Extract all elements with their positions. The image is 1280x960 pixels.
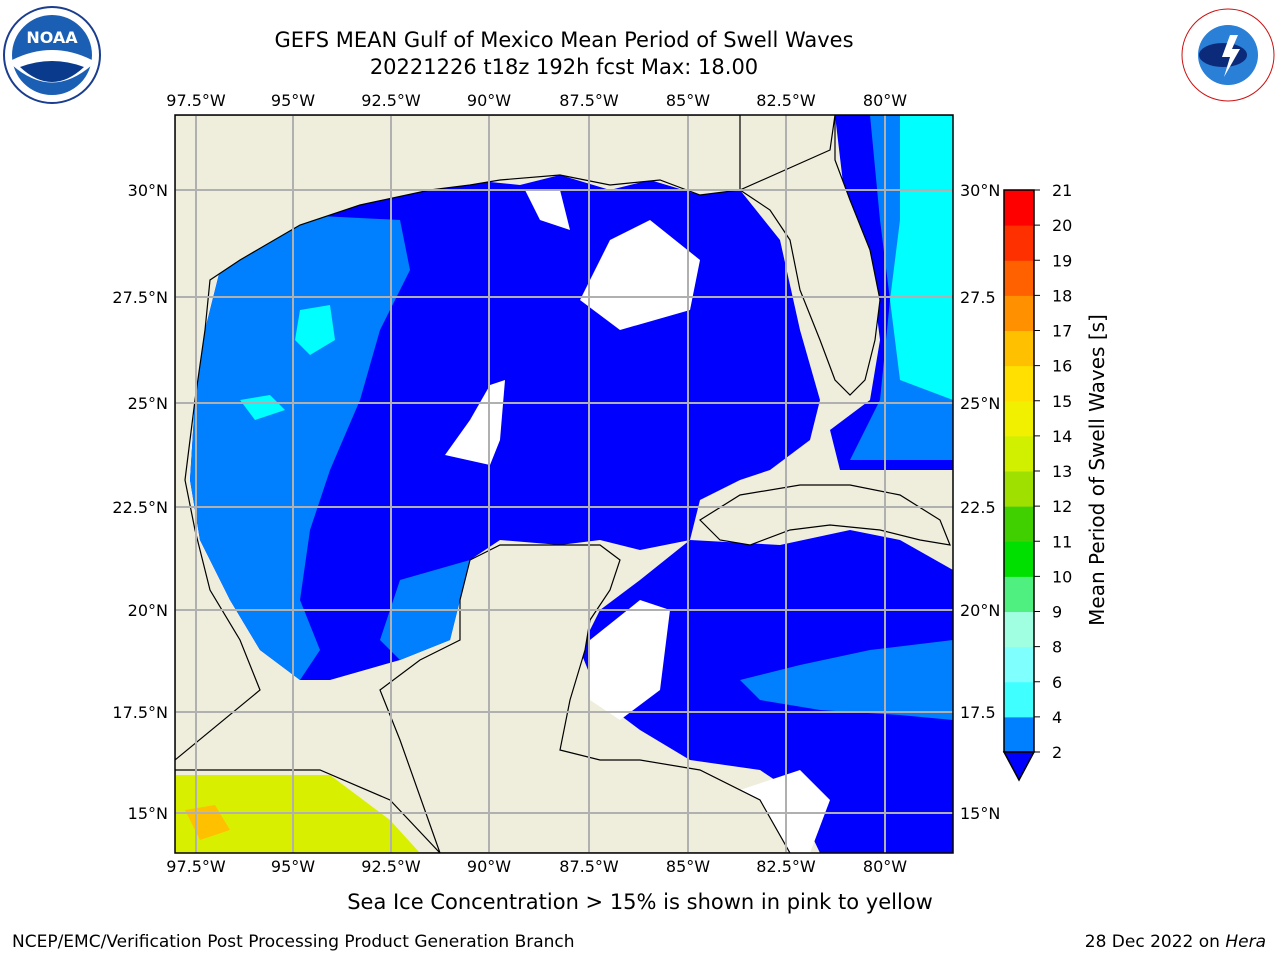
- colorbar-segment: [1004, 225, 1034, 261]
- lon-label: 97.5°W: [166, 91, 226, 110]
- colorbar-extend-arrow: [1002, 751, 1036, 782]
- missing-data: [590, 600, 670, 720]
- colorbar-tick-label: 9: [1052, 603, 1062, 622]
- mexico-west-land: [175, 115, 741, 761]
- cuba-land: [699, 484, 951, 546]
- lat-label: 27.5°N: [112, 288, 168, 307]
- map-panel: [175, 115, 953, 853]
- sea-ice-note: Sea Ice Concentration > 15% is shown in …: [347, 890, 933, 914]
- svg-text:NOAA: NOAA: [26, 28, 78, 47]
- chart-subtitle: 20221226 t18z 192h fcst Max: 18.00: [369, 55, 759, 79]
- gulf-cyan-patch: [295, 305, 335, 355]
- colorbar-tick-label: 10: [1052, 567, 1072, 586]
- gridlines: [175, 115, 953, 853]
- noaa-logo: NOAA: [3, 6, 101, 104]
- colorbar-segment: [1004, 646, 1034, 683]
- colorbar-tick-label: 19: [1052, 251, 1072, 270]
- lat-label: 17.5: [960, 703, 996, 722]
- colorbar-segment: [1004, 295, 1034, 331]
- lon-label: 87.5°W: [559, 857, 619, 876]
- lon-labels-top: 97.5°W 95°W 92.5°W 90°W 87.5°W 85°W 82.5°W 80°W: [166, 91, 907, 110]
- colorbar-segment: [1004, 576, 1034, 612]
- lat-label: 22.5: [960, 498, 996, 517]
- lat-label: 15°N: [960, 804, 1000, 823]
- lon-label: 87.5°W: [559, 91, 619, 110]
- lat-label: 30°N: [960, 181, 1000, 200]
- lon-label: 97.5°W: [166, 857, 226, 876]
- atlantic-cyan: [890, 115, 953, 400]
- lon-label: 90°W: [467, 857, 511, 876]
- gulf-cyan-patch-2: [240, 395, 285, 420]
- colorbar-segment: [1004, 611, 1034, 648]
- colorbar-tick-label: 18: [1052, 286, 1072, 305]
- colorbar-segment: [1004, 260, 1034, 296]
- colorbar-tick-label: 2: [1052, 743, 1062, 762]
- lon-label: 90°W: [467, 91, 511, 110]
- lat-labels-right: 30°N 27.5 25°N 22.5 20°N 17.5 15°N: [960, 181, 1000, 823]
- lat-label: 17.5°N: [112, 703, 168, 722]
- colorbar-segment: [1004, 541, 1034, 577]
- colorbar-segment: [1004, 716, 1034, 753]
- lon-label: 80°W: [863, 857, 907, 876]
- lon-labels-bottom: 97.5°W 95°W 92.5°W 90°W 87.5°W 85°W 82.5°W 80°W: [166, 857, 907, 876]
- lon-label: 85°W: [666, 857, 710, 876]
- lat-label: 20°N: [128, 601, 168, 620]
- colorbar-tick-label: 20: [1052, 216, 1072, 235]
- map-frame: [174, 114, 954, 854]
- florida-land: [738, 115, 953, 396]
- lat-label: 25°N: [960, 394, 1000, 413]
- national-weather-service-logo: [1180, 7, 1276, 103]
- colorbar: 2 4 6 8 9 10 11 12 13 14 15 16 17 18 19 20 21: [1002, 181, 1072, 782]
- lon-label: 82.5°W: [756, 857, 816, 876]
- lat-label: 20°N: [960, 601, 1000, 620]
- lon-label: 85°W: [666, 91, 710, 110]
- lon-label: 92.5°W: [361, 857, 421, 876]
- lon-label: 95°W: [271, 857, 315, 876]
- colorbar-tick-label: 11: [1052, 532, 1072, 551]
- caribbean-swell: [740, 640, 953, 720]
- chart-title: GEFS MEAN Gulf of Mexico Mean Period of …: [274, 28, 854, 52]
- colorbar-segment: [1004, 365, 1034, 402]
- colorbar-tick-label: 13: [1052, 462, 1072, 481]
- colorbar-segment: [1004, 330, 1034, 367]
- lat-label: 27.5: [960, 288, 996, 307]
- colorbar-tick-label: 6: [1052, 673, 1062, 692]
- gulf-west-swell: [190, 215, 410, 680]
- date-line: 28 Dec 2022 on Hera: [1084, 932, 1266, 952]
- lon-label: 92.5°W: [361, 91, 421, 110]
- colorbar-title: Mean Period of Swell Waves [s]: [1085, 314, 1109, 626]
- colorbar-tick-label: 4: [1052, 708, 1062, 727]
- colorbar-segment: [1004, 506, 1034, 542]
- colorbar-tick-label: 8: [1052, 638, 1062, 657]
- colorbar-tick-label: 21: [1052, 181, 1072, 200]
- colorbar-segment: [1004, 681, 1034, 718]
- lon-label: 80°W: [863, 91, 907, 110]
- lat-label: 15°N: [128, 804, 168, 823]
- lat-labels-left: 30°N 27.5°N 25°N 22.5°N 20°N 17.5°N 15°N: [112, 181, 168, 823]
- lat-label: 22.5°N: [112, 498, 168, 517]
- colorbar-segment: [1004, 190, 1034, 226]
- colorbar-tick-label: 17: [1052, 322, 1072, 341]
- lon-label: 82.5°W: [756, 91, 816, 110]
- colorbar-tick-label: 12: [1052, 497, 1072, 516]
- credit-line: NCEP/EMC/Verification Post Processing Pr…: [12, 932, 575, 952]
- lat-label: 25°N: [128, 394, 168, 413]
- missing-data: [580, 220, 700, 330]
- lat-label: 30°N: [128, 181, 168, 200]
- colorbar-tick-label: 15: [1052, 392, 1072, 411]
- missing-data: [525, 190, 570, 230]
- colorbar-tick-label: 14: [1052, 427, 1072, 446]
- lon-label: 95°W: [271, 91, 315, 110]
- colorbar-segment: [1004, 471, 1034, 507]
- colorbar-segment: [1004, 400, 1034, 437]
- colorbar-tick-label: 16: [1052, 357, 1072, 376]
- colorbar-segment: [1004, 435, 1034, 472]
